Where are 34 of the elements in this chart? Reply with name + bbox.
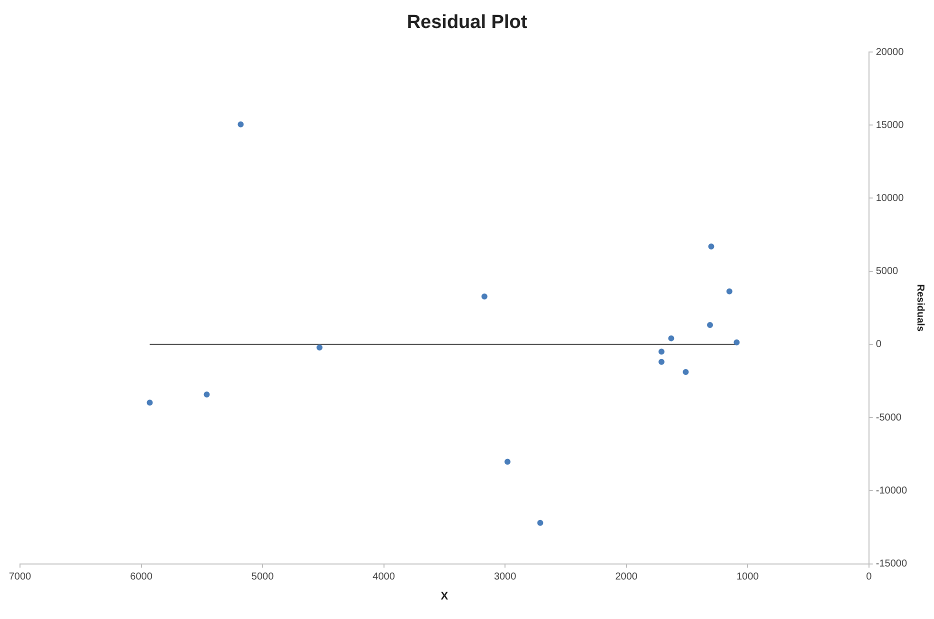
x-tick-label: 3000 [494, 572, 517, 583]
point [707, 322, 714, 328]
y-tick-label: 10000 [876, 192, 904, 204]
point [146, 400, 153, 406]
point [726, 288, 732, 294]
point [316, 344, 323, 351]
point [658, 348, 664, 355]
point [668, 335, 674, 342]
y-axis-title: Residuals [914, 284, 926, 332]
point [658, 358, 664, 365]
x-tick-label: 2000 [615, 572, 638, 583]
y-tick-label: -15000 [876, 558, 908, 570]
point [504, 458, 510, 465]
point [708, 243, 714, 250]
x-tick-label: 6000 [130, 572, 153, 583]
point [481, 293, 488, 300]
point [238, 121, 244, 128]
y-tick-label: 0 [876, 339, 882, 350]
point [734, 339, 740, 346]
point [537, 520, 544, 526]
x-tick-label: 1000 [736, 572, 760, 583]
point [682, 368, 689, 375]
point [204, 391, 210, 398]
y-tick-label: 15000 [876, 120, 904, 131]
y-tick-label: -10000 [876, 485, 908, 496]
y-tick-label: -5000 [876, 412, 902, 424]
x-tick-label: 5000 [251, 572, 274, 583]
x-axis-title: X [440, 590, 449, 602]
x-tick-label: 7000 [8, 572, 32, 583]
y-tick-label: 20000 [876, 46, 904, 58]
chart-title: Residual Plot [406, 12, 528, 34]
y-tick-label: 5000 [876, 266, 899, 278]
x-tick-label: 0 [866, 572, 872, 583]
x-tick-label: 4000 [372, 572, 396, 583]
